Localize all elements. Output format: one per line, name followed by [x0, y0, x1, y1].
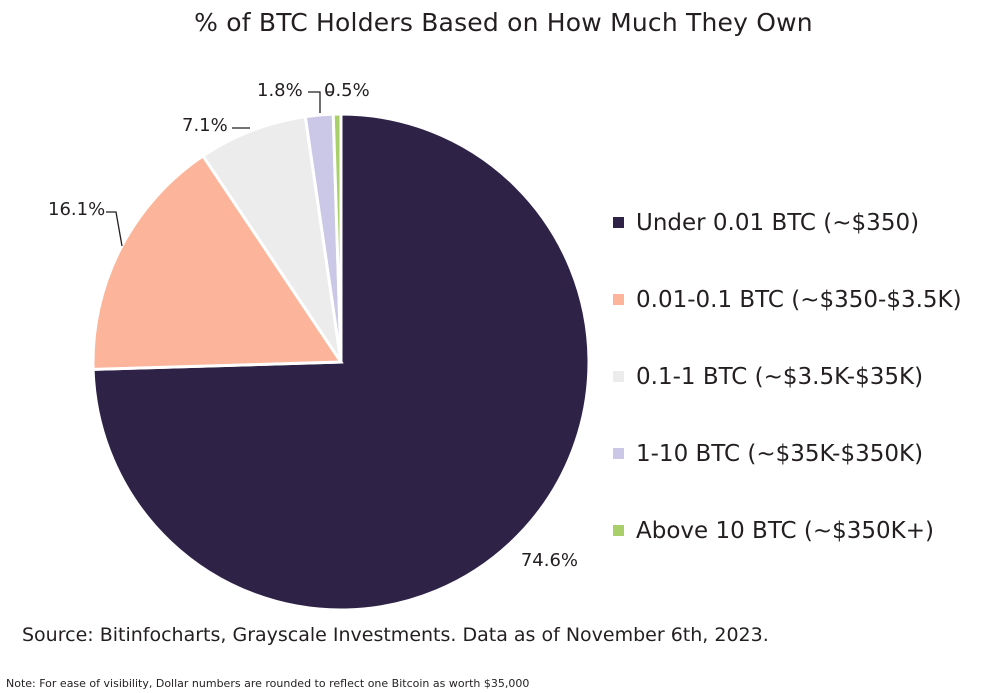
legend-label-0: Under 0.01 BTC (~$350): [636, 209, 920, 236]
slice-value-label-4: 0.5%: [324, 80, 370, 101]
legend-item-0: Under 0.01 BTC (~$350): [613, 184, 962, 261]
legend-item-2: 0.1-1 BTC (~$3.5K-$35K): [613, 338, 962, 415]
footnote: Note: For ease of visibility, Dollar num…: [6, 677, 530, 690]
legend-label-4: Above 10 BTC (~$350K+): [636, 517, 935, 544]
slice-value-label-1: 16.1%: [48, 199, 105, 220]
legend-label-3: 1-10 BTC (~$35K-$350K): [636, 440, 924, 467]
chart-legend: Under 0.01 BTC (~$350) 0.01-0.1 BTC (~$35…: [613, 184, 962, 569]
legend-label-2: 0.1-1 BTC (~$3.5K-$35K): [636, 363, 924, 390]
legend-swatch-1: [613, 294, 624, 305]
leader-line-3: [308, 91, 321, 113]
slice-value-label-2: 7.1%: [182, 115, 228, 136]
slice-value-label-3: 1.8%: [257, 80, 303, 101]
slice-value-label-0: 74.6%: [521, 550, 578, 571]
legend-item-4: Above 10 BTC (~$350K+): [613, 492, 962, 569]
legend-item-3: 1-10 BTC (~$35K-$350K): [613, 415, 962, 492]
pie-slice-2: [200, 114, 343, 363]
legend-item-1: 0.01-0.1 BTC (~$350-$3.5K): [613, 261, 962, 338]
legend-swatch-4: [613, 525, 624, 536]
legend-swatch-3: [613, 448, 624, 459]
legend-swatch-0: [613, 217, 624, 228]
pie-slice-4: [331, 112, 343, 363]
legend-swatch-2: [613, 371, 624, 382]
source-note: Source: Bitinfocharts, Grayscale Investm…: [22, 624, 769, 646]
legend-label-1: 0.01-0.1 BTC (~$350-$3.5K): [636, 286, 962, 313]
chart-title: % of BTC Holders Based on How Much They …: [194, 8, 813, 37]
leader-line-1: [106, 211, 123, 247]
pie-slice-1: [91, 153, 344, 371]
